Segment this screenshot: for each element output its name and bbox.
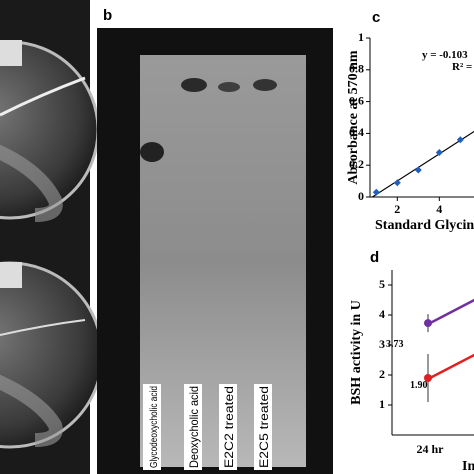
series-line	[429, 353, 474, 380]
lane-label: E2C5 treated	[257, 386, 271, 468]
panel-label: d	[370, 249, 379, 266]
y-tick-label: 4	[379, 307, 385, 321]
y-tick-label: 5	[379, 277, 385, 291]
y-tick-label: 0.6	[349, 93, 364, 107]
lane-label-box	[143, 384, 161, 470]
value-label: 3.73	[386, 339, 404, 350]
y-tick-label: 1	[379, 397, 385, 411]
lane-label-box	[254, 384, 272, 470]
point	[393, 179, 401, 187]
series-line	[429, 298, 474, 325]
x-axis-label: In	[462, 459, 474, 474]
x-tick-label: 4	[436, 202, 442, 216]
y-tick-label: 3	[379, 337, 385, 351]
value-label: 1.90	[410, 380, 428, 391]
point	[435, 148, 443, 156]
lane-label: E2C2 treated	[222, 386, 236, 468]
point	[424, 319, 432, 328]
y-axis-label: Absorbance at 570 nm	[346, 50, 361, 185]
tlc-plate	[97, 28, 333, 474]
y-tick-label: 0.4	[349, 125, 364, 139]
lane-label: Deoxycholic acid	[187, 386, 201, 468]
point	[456, 136, 464, 144]
point	[372, 188, 380, 196]
panel-label: b	[103, 7, 112, 24]
trend-line	[372, 130, 474, 198]
r-squared: R² =	[452, 61, 472, 73]
equation: y = -0.103	[422, 49, 468, 61]
y-tick-label: 1	[358, 30, 364, 44]
y-tick-label: 0.8	[349, 62, 364, 76]
y-tick-label: 0	[358, 189, 364, 203]
y-tick-label: 0.2	[349, 157, 364, 171]
panel-a-photo	[0, 0, 104, 474]
panel-label: c	[372, 9, 380, 26]
x-tick-label: 2	[394, 202, 400, 216]
y-axis-label: BSH activity in U	[349, 300, 364, 405]
lane-label-box	[184, 384, 202, 470]
x-axis-label: Standard Glycin	[375, 218, 474, 233]
y-tick-label: 2	[379, 367, 385, 381]
lane-label: Glycodeoxycholic acid	[149, 386, 160, 468]
point	[424, 374, 432, 382]
x-tick-label: 24 hr	[417, 442, 445, 456]
point	[414, 166, 422, 174]
lane-label-box	[219, 384, 237, 470]
